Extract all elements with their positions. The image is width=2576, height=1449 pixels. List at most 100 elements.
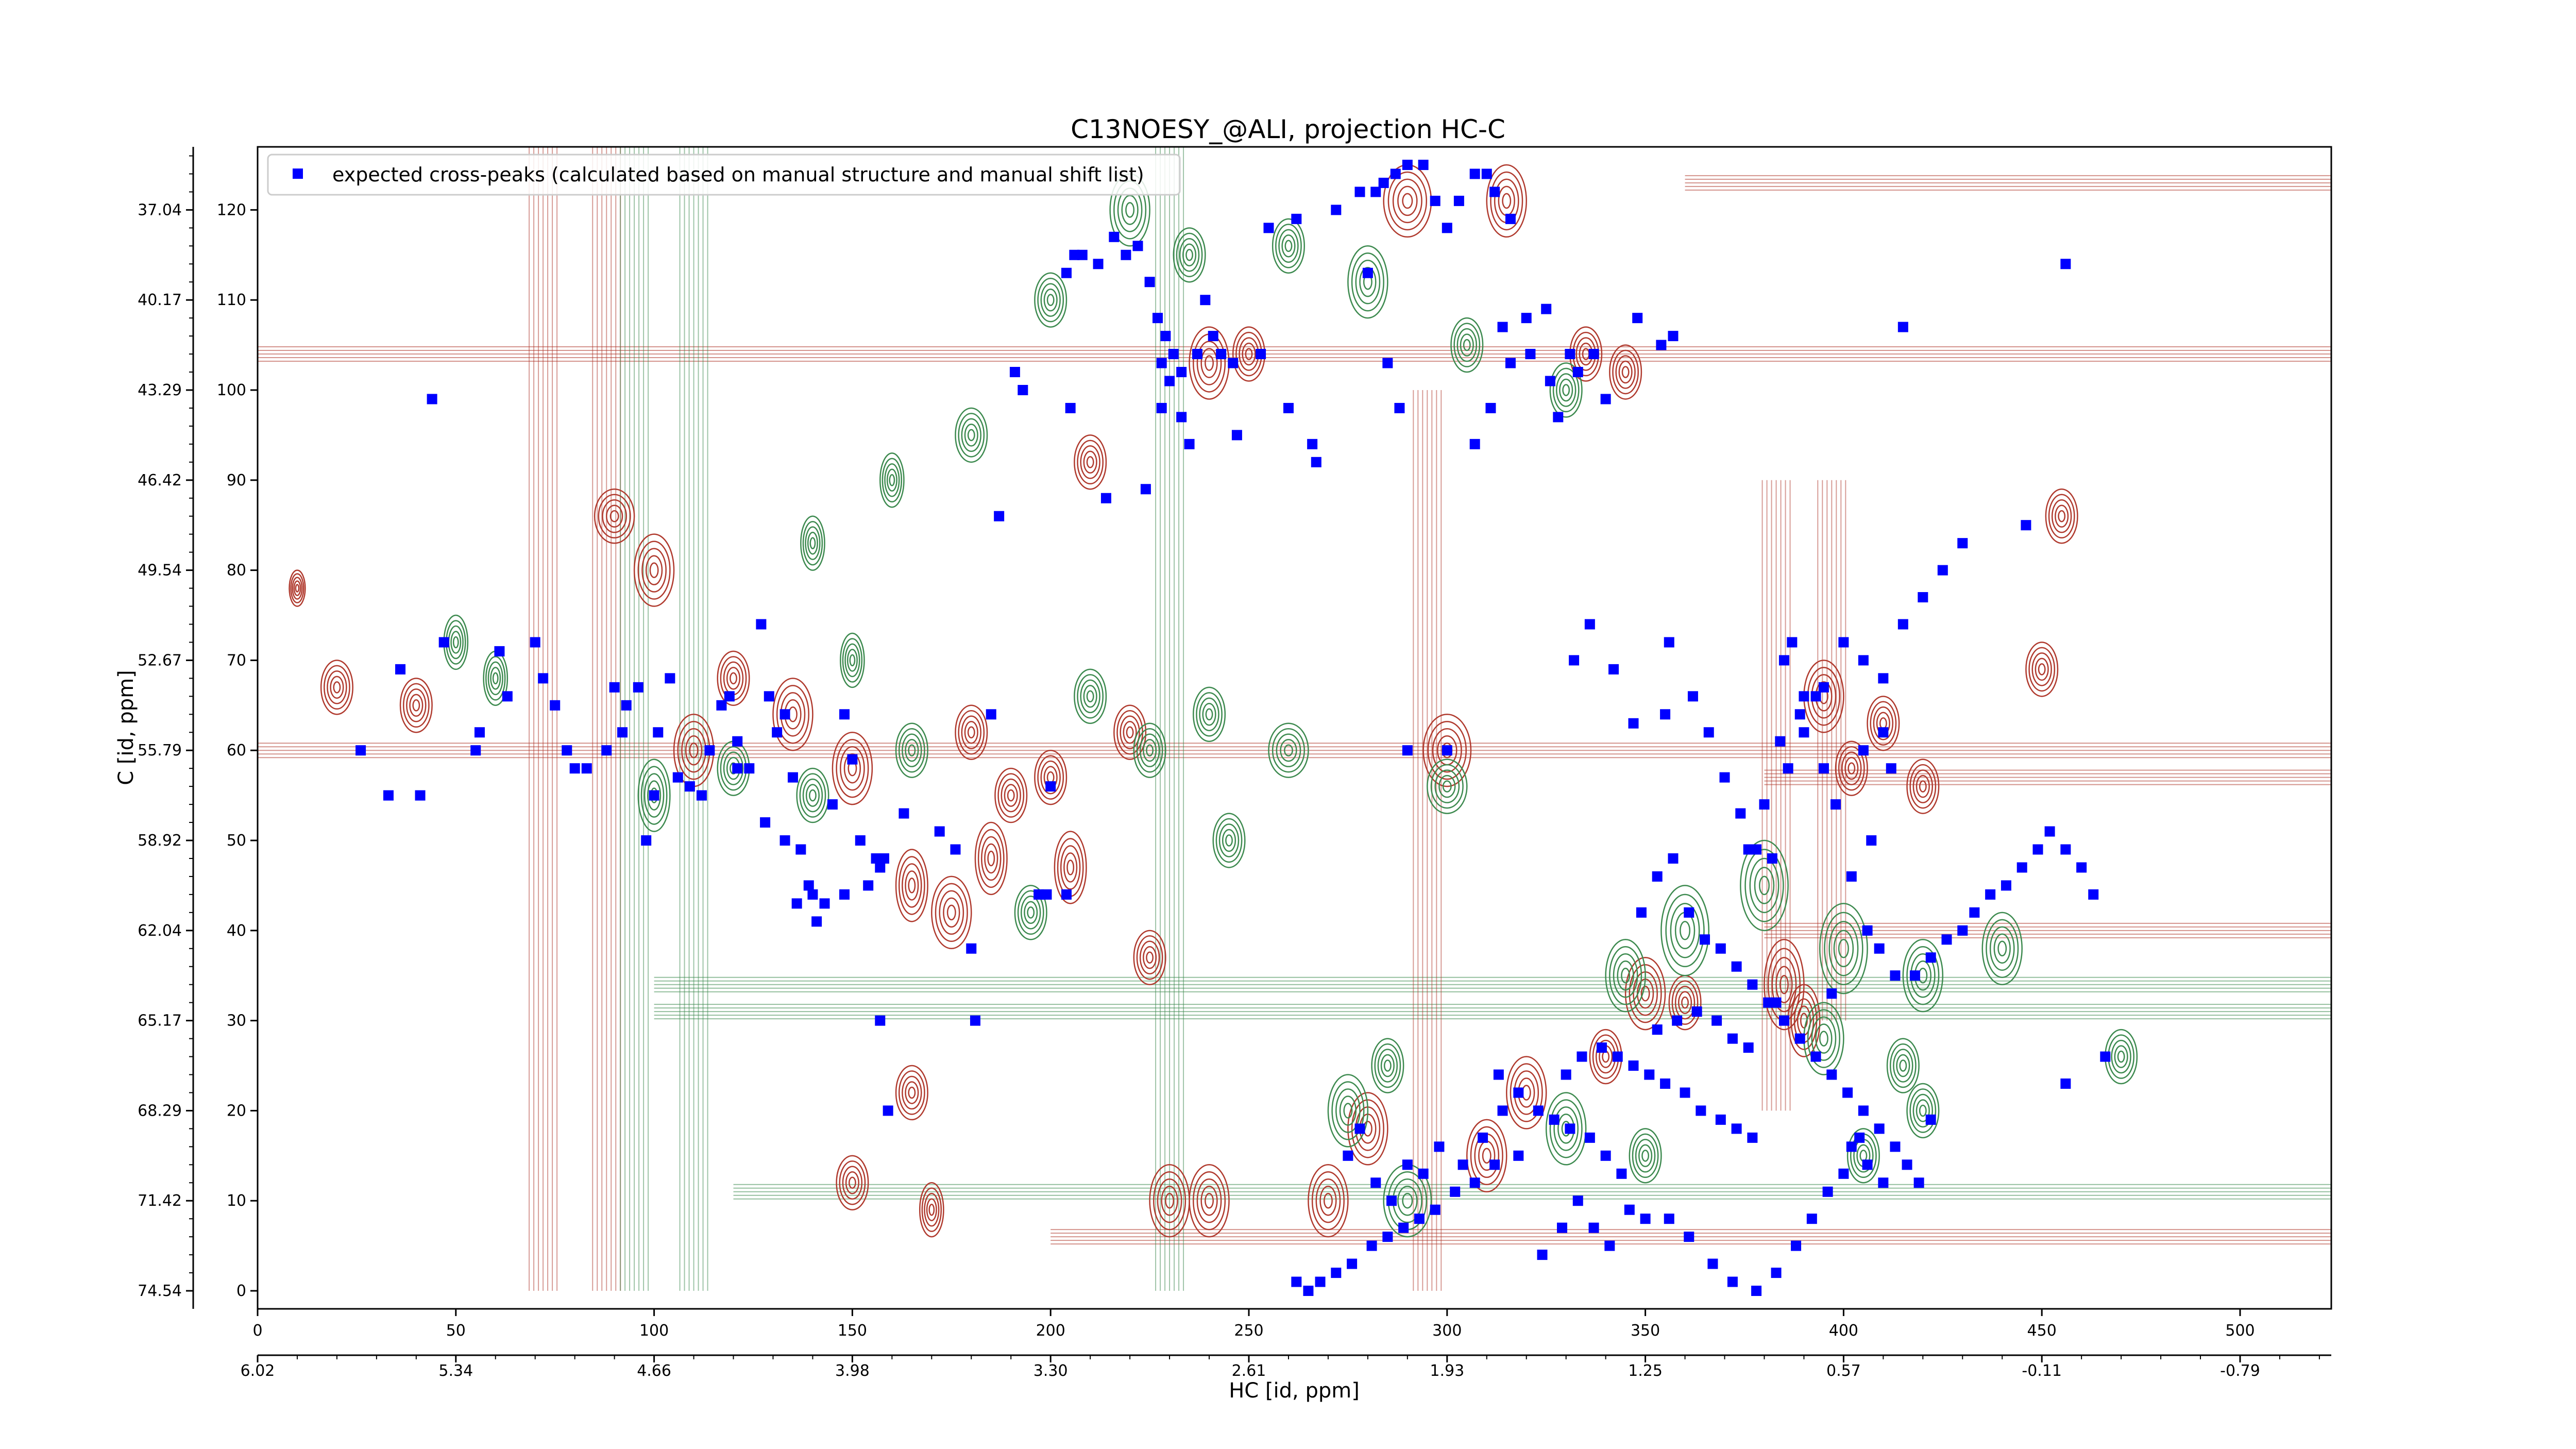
positive-contour-peak (840, 746, 865, 791)
positive-contour-peak (1245, 348, 1253, 360)
negative-contour-peak (967, 429, 975, 442)
cross-peak-marker (1727, 1276, 1738, 1287)
positive-contour-peak (1205, 355, 1214, 371)
cross-peak-marker (1700, 934, 1710, 945)
x-axis-ticks: 0 50 100 150 200 250 300 350 400 450 500 (252, 1309, 2255, 1340)
cross-peak-marker (1533, 1105, 1544, 1116)
negative-contour-peak (1278, 229, 1299, 263)
positive-contour-peak (1906, 759, 1940, 814)
secondary-x-axis-ticks: 6.02 5.34 4.66 3.98 3.30 2.61 1.93 1.25 0.57 -0.1… (241, 1355, 2320, 1380)
positive-contour-peak (2058, 510, 2066, 523)
positive-contour-peak (994, 767, 1028, 823)
cross-peak-marker (1878, 673, 1889, 684)
positive-contour-peak (845, 1171, 859, 1194)
negative-contour-peak (1902, 939, 1944, 1013)
cross-peak-marker (756, 619, 767, 630)
cross-peak-marker (1842, 1087, 1853, 1098)
cross-peak-marker (1874, 943, 1885, 954)
negative-contour-peak (796, 767, 829, 823)
cross-peak-marker (871, 853, 882, 864)
positive-contour-peak (649, 562, 659, 578)
positive-contour-peak (1775, 966, 1793, 1003)
negative-contour-peak (1017, 890, 1044, 935)
positive-contour-peak (1867, 696, 1900, 751)
negative-contour-peak (955, 407, 988, 463)
cross-peak-marker (1711, 1015, 1722, 1026)
cross-peak-marker (1045, 781, 1056, 792)
cross-peak-marker (732, 763, 743, 774)
positive-contour-peak (1063, 852, 1078, 883)
cross-peak-marker (1759, 799, 1770, 810)
cross-peak-marker (502, 691, 513, 702)
positive-contour-peak (1392, 178, 1422, 224)
negative-contour-peak (1754, 867, 1775, 904)
cross-peak-marker (1767, 853, 1777, 864)
cross-peak-marker (1418, 159, 1429, 170)
positive-contour-peak (772, 678, 814, 751)
cross-peak-marker (1041, 889, 1052, 900)
negative-contour-peak (1043, 288, 1058, 312)
positive-contour-peak (409, 694, 423, 717)
cross-peak-marker (1600, 394, 1611, 405)
cross-peak-marker (1382, 1232, 1393, 1242)
positive-contour-peak (1004, 784, 1018, 807)
cross-peak-marker (1715, 943, 1726, 954)
cross-peak-marker (1291, 1276, 1302, 1287)
cross-peak-marker (1668, 331, 1679, 342)
positive-contour-peak (1612, 349, 1639, 395)
negative-contour-peak (1218, 823, 1240, 857)
positive-contour-peak (605, 504, 623, 528)
cross-peak-marker (427, 394, 437, 405)
cross-peak-marker (1378, 177, 1389, 188)
positive-contour-peak (2025, 642, 2059, 697)
negative-contour-peak (1899, 1059, 1907, 1072)
cross-peak-marker (1077, 249, 1088, 260)
secondary-x-tick-label: 5.34 (438, 1362, 473, 1380)
cross-peak-marker (1485, 402, 1496, 413)
positive-contour-peak (1387, 171, 1428, 231)
positive-contour-peak (689, 742, 699, 759)
negative-contour-peak (1430, 764, 1464, 809)
cross-peak-marker (1140, 484, 1151, 495)
cross-peak-marker (1600, 1150, 1611, 1161)
cross-peak-marker (772, 727, 783, 738)
negative-contour-peak (1377, 1049, 1398, 1083)
cross-peak-marker (1505, 358, 1516, 368)
negative-contour-peak (1442, 780, 1452, 793)
cross-peak-marker (1061, 889, 1072, 900)
positive-contour-peak (848, 1176, 856, 1189)
cross-peak-marker (609, 682, 620, 693)
positive-contour-peak (908, 1086, 916, 1099)
negative-contour-peak (1284, 240, 1293, 252)
secondary-y-tick-label: 71.42 (138, 1192, 182, 1210)
positive-contour-peak (1402, 193, 1413, 209)
cross-peak-marker (1192, 349, 1202, 360)
x-axis-label: HC [id, ppm] (1229, 1379, 1360, 1403)
cross-peak-marker (1703, 727, 1714, 738)
positive-contour-peak (633, 533, 675, 607)
cross-peak-marker (1743, 844, 1754, 855)
negative-contour-peak (1986, 919, 2019, 978)
negative-contour-peak (450, 631, 462, 654)
secondary-y-tick-label: 46.42 (138, 471, 182, 490)
negative-contour-peak (723, 751, 744, 785)
cross-peak-marker (1691, 1006, 1702, 1017)
cross-peak-marker (1569, 655, 1580, 666)
negative-contour-peak (895, 722, 928, 778)
negative-contour-peak (487, 661, 503, 696)
negative-contour-peak (1215, 818, 1243, 863)
negative-contour-peak (1196, 692, 1223, 737)
cross-peak-marker (1469, 169, 1480, 179)
negative-contour-peak (1351, 252, 1384, 312)
cross-peak-marker (1799, 691, 1809, 702)
cross-peak-marker (1291, 213, 1302, 224)
cross-peak-marker (2016, 862, 2027, 873)
positive-contour-peak (406, 688, 427, 722)
cross-peak-marker (1941, 934, 1952, 945)
cross-peak-marker (1505, 213, 1516, 224)
x-tick-label: 250 (1234, 1322, 1263, 1340)
positive-contour-peak (1621, 366, 1630, 378)
negative-contour-peak (1632, 1133, 1659, 1178)
secondary-y-tick-label: 62.04 (138, 922, 182, 940)
secondary-x-tick-label: 4.66 (637, 1362, 671, 1380)
